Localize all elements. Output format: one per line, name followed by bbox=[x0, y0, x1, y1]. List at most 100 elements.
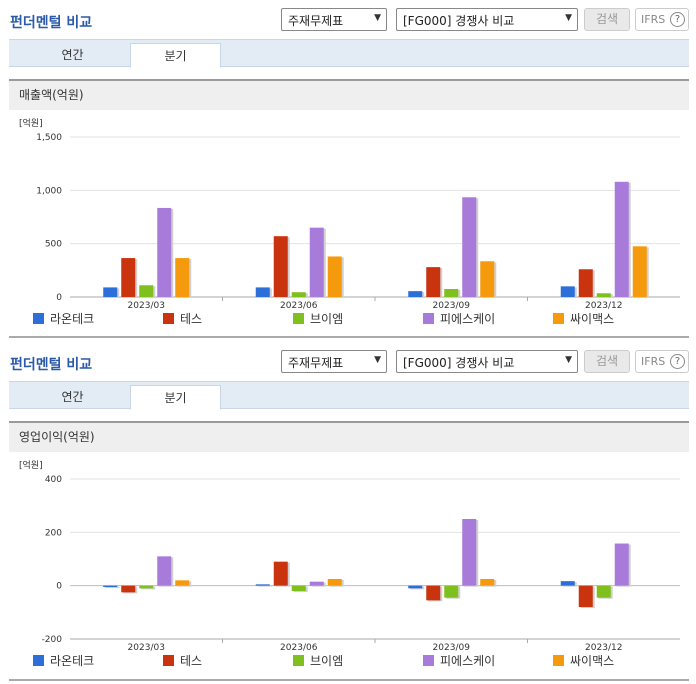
bar[interactable] bbox=[121, 258, 136, 297]
panel-header: 펀더멘털 비교 주재무제표 ▼ [FG000] 경쟁사 비교 ▼ 검색 IFRS… bbox=[0, 0, 696, 38]
tab-annual[interactable]: 연간 bbox=[61, 390, 84, 404]
legend-item[interactable]: 테스 bbox=[163, 312, 202, 326]
bar[interactable] bbox=[480, 261, 495, 297]
metric-label: 영업이익(억원) bbox=[9, 421, 689, 452]
statement-select[interactable]: 주재무제표 ▼ bbox=[281, 8, 387, 31]
search-button[interactable]: 검색 bbox=[584, 350, 630, 373]
bar[interactable] bbox=[175, 580, 190, 586]
chevron-down-icon: ▼ bbox=[565, 355, 572, 365]
legend-label: 피에스케이 bbox=[440, 654, 496, 668]
help-icon[interactable]: ? bbox=[670, 12, 685, 27]
bar[interactable] bbox=[103, 287, 118, 297]
legend-item[interactable]: 라온테크 bbox=[33, 312, 94, 326]
search-button[interactable]: 검색 bbox=[584, 8, 630, 31]
x-tick-label: 2023/09 bbox=[433, 301, 471, 311]
y-tick-label: 1,000 bbox=[36, 186, 62, 196]
legend-item[interactable]: 라온테크 bbox=[33, 654, 94, 668]
legend-swatch bbox=[423, 655, 434, 666]
bar[interactable] bbox=[614, 543, 629, 586]
y-unit-label: [억원] bbox=[19, 117, 43, 129]
bar[interactable] bbox=[327, 579, 342, 586]
legend-swatch bbox=[553, 655, 564, 666]
bar[interactable] bbox=[462, 197, 477, 297]
ifrs-button[interactable]: IFRS ? bbox=[635, 350, 689, 373]
y-tick-label: 0 bbox=[56, 293, 62, 303]
legend-item[interactable]: 테스 bbox=[163, 654, 202, 668]
legend-item[interactable]: 브이엠 bbox=[293, 312, 343, 326]
bar[interactable] bbox=[157, 556, 172, 586]
bar[interactable] bbox=[426, 267, 441, 297]
legend-swatch bbox=[163, 655, 174, 666]
bar[interactable] bbox=[175, 258, 190, 297]
legend-label: 브이엠 bbox=[310, 654, 344, 668]
panel-title: 펀더멘털 비교 bbox=[10, 15, 93, 31]
bar[interactable] bbox=[327, 256, 342, 297]
x-tick-label: 2023/06 bbox=[280, 643, 318, 653]
legend-item[interactable]: 피에스케이 bbox=[423, 312, 495, 326]
legend-item[interactable]: 싸이맥스 bbox=[553, 654, 614, 668]
bar[interactable] bbox=[444, 585, 459, 598]
y-tick-label: -200 bbox=[42, 635, 63, 645]
x-tick-label: 2023/03 bbox=[128, 643, 165, 653]
x-tick-label: 2023/03 bbox=[128, 301, 165, 311]
legend-label: 피에스케이 bbox=[440, 312, 496, 326]
metric-label: 매출액(억원) bbox=[9, 79, 689, 110]
bar[interactable] bbox=[614, 181, 629, 297]
bar[interactable] bbox=[291, 292, 306, 297]
legend-swatch bbox=[293, 655, 304, 666]
bar[interactable] bbox=[444, 289, 459, 297]
legend-item[interactable]: 브이엠 bbox=[293, 654, 343, 668]
y-tick-label: 0 bbox=[56, 582, 62, 592]
legend-label: 싸이맥스 bbox=[570, 312, 615, 326]
legend-swatch bbox=[163, 313, 174, 324]
legend-label: 라온테크 bbox=[50, 312, 95, 326]
x-tick-label: 2023/09 bbox=[433, 643, 471, 653]
bar[interactable] bbox=[560, 581, 575, 586]
bar[interactable] bbox=[480, 579, 495, 586]
bar[interactable] bbox=[408, 585, 423, 589]
bar[interactable] bbox=[309, 227, 324, 297]
bar[interactable] bbox=[560, 286, 575, 297]
x-tick-label: 2023/06 bbox=[280, 301, 318, 311]
bar[interactable] bbox=[103, 585, 118, 587]
chart-legend: 라온테크 테스 브이엠 피에스케이 싸이맥스 bbox=[0, 312, 696, 328]
bar-shadow bbox=[257, 585, 272, 587]
help-icon[interactable]: ? bbox=[670, 354, 685, 369]
bar[interactable] bbox=[255, 287, 270, 297]
bar[interactable] bbox=[309, 581, 324, 586]
y-tick-label: 400 bbox=[45, 475, 62, 485]
bar[interactable] bbox=[578, 585, 593, 607]
bar[interactable] bbox=[426, 585, 441, 601]
bar[interactable] bbox=[632, 246, 647, 297]
bar[interactable] bbox=[273, 236, 288, 297]
group-select-value: [FG000] 경쟁사 비교 bbox=[403, 14, 515, 28]
panel-operating-profit: 펀더멘털 비교 주재무제표 ▼ [FG000] 경쟁사 비교 ▼ 검색 IFRS… bbox=[0, 342, 696, 684]
bar[interactable] bbox=[139, 285, 154, 297]
bar[interactable] bbox=[121, 585, 136, 593]
bar[interactable] bbox=[578, 269, 593, 297]
bar[interactable] bbox=[596, 585, 611, 598]
group-select[interactable]: [FG000] 경쟁사 비교 ▼ bbox=[396, 350, 578, 373]
bar[interactable] bbox=[408, 291, 423, 297]
legend-item[interactable]: 싸이맥스 bbox=[553, 312, 614, 326]
bar[interactable] bbox=[255, 584, 270, 586]
legend-item[interactable]: 피에스케이 bbox=[423, 654, 495, 668]
legend-label: 테스 bbox=[180, 654, 203, 668]
ifrs-button[interactable]: IFRS ? bbox=[635, 8, 689, 31]
bar[interactable] bbox=[462, 519, 477, 586]
bar[interactable] bbox=[291, 585, 306, 591]
tab-annual[interactable]: 연간 bbox=[61, 48, 84, 62]
tab-quarterly[interactable]: 분기 bbox=[130, 385, 221, 410]
bar[interactable] bbox=[157, 207, 172, 297]
legend-label: 싸이맥스 bbox=[570, 654, 615, 668]
y-unit-label: [억원] bbox=[19, 459, 43, 471]
period-tabs: 연간 분기 bbox=[9, 39, 689, 68]
tab-quarterly[interactable]: 분기 bbox=[130, 43, 221, 68]
bar[interactable] bbox=[596, 293, 611, 297]
bar[interactable] bbox=[273, 561, 288, 586]
bar-shadow bbox=[105, 586, 120, 588]
legend-swatch bbox=[33, 313, 44, 324]
statement-select[interactable]: 주재무제표 ▼ bbox=[281, 350, 387, 373]
group-select[interactable]: [FG000] 경쟁사 비교 ▼ bbox=[396, 8, 578, 31]
bar[interactable] bbox=[139, 585, 154, 589]
